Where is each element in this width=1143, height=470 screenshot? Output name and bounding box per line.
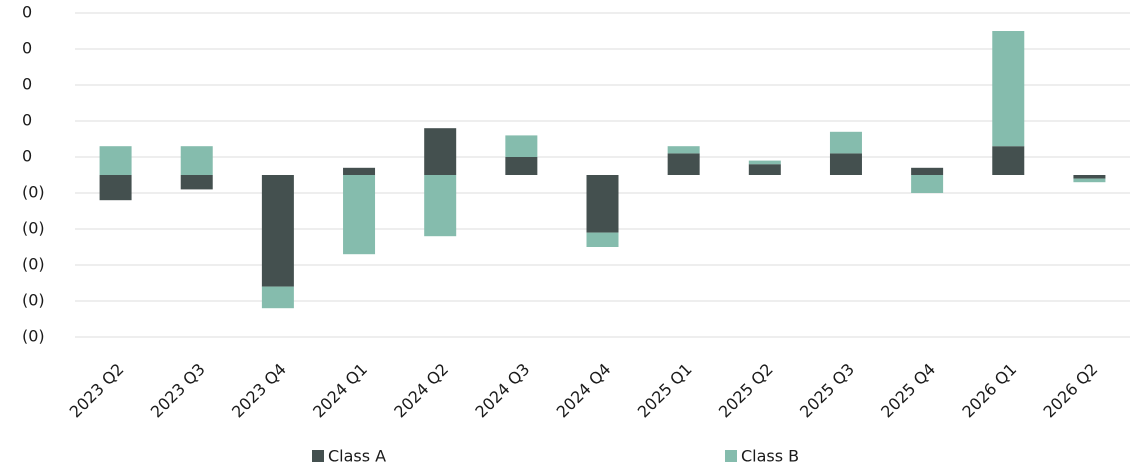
y-tick-label: 0 <box>22 147 32 166</box>
bar <box>505 135 538 157</box>
bar <box>911 175 944 193</box>
legend-swatch <box>725 450 737 462</box>
bar <box>343 175 376 255</box>
y-tick-label: (0) <box>22 291 45 310</box>
y-tick-label: (0) <box>22 183 45 202</box>
bar <box>261 286 294 309</box>
y-tick-label: 0 <box>22 111 32 130</box>
bar <box>1073 178 1106 183</box>
y-tick-label: (0) <box>22 255 45 274</box>
x-tick-label: 2024 Q2 <box>390 360 452 422</box>
x-tick-label: 2023 Q3 <box>147 360 209 422</box>
bar <box>424 128 457 175</box>
bar <box>424 175 457 237</box>
bar <box>911 167 944 175</box>
x-tick-label: 2025 Q1 <box>634 360 696 422</box>
x-tick-label: 2023 Q2 <box>66 360 128 422</box>
bar <box>667 146 700 154</box>
x-tick-label: 2025 Q3 <box>796 360 858 422</box>
x-tick-label: 2024 Q1 <box>309 360 371 422</box>
bar <box>992 146 1025 175</box>
bar <box>586 175 619 233</box>
x-tick-label: 2026 Q2 <box>1040 360 1102 422</box>
bar <box>180 175 213 190</box>
y-tick-label: 0 <box>22 75 32 94</box>
bar <box>343 167 376 175</box>
y-tick-label: 0 <box>22 39 32 58</box>
legend-label: Class A <box>328 447 386 466</box>
x-tick-label: 2025 Q4 <box>877 360 939 422</box>
legend-swatch <box>312 450 324 462</box>
x-tick-label: 2025 Q2 <box>715 360 777 422</box>
y-tick-label: (0) <box>22 327 45 346</box>
y-tick-label: (0) <box>22 219 45 238</box>
bar <box>505 157 538 175</box>
x-tick-label: 2026 Q1 <box>958 360 1020 422</box>
bar <box>829 131 862 154</box>
bar <box>829 153 862 175</box>
x-tick-label: 2024 Q4 <box>553 360 615 422</box>
bar <box>586 232 619 247</box>
bar <box>99 146 132 175</box>
bar <box>748 160 781 165</box>
bar <box>99 175 132 201</box>
x-tick-label: 2024 Q3 <box>471 360 533 422</box>
x-tick-label: 2023 Q4 <box>228 360 290 422</box>
y-tick-label: 0 <box>22 3 32 22</box>
bar <box>261 175 294 287</box>
bar <box>180 146 213 175</box>
legend-label: Class B <box>741 447 799 466</box>
bar <box>992 31 1025 147</box>
bar <box>667 153 700 175</box>
bar <box>748 164 781 175</box>
bar <box>1073 175 1106 179</box>
